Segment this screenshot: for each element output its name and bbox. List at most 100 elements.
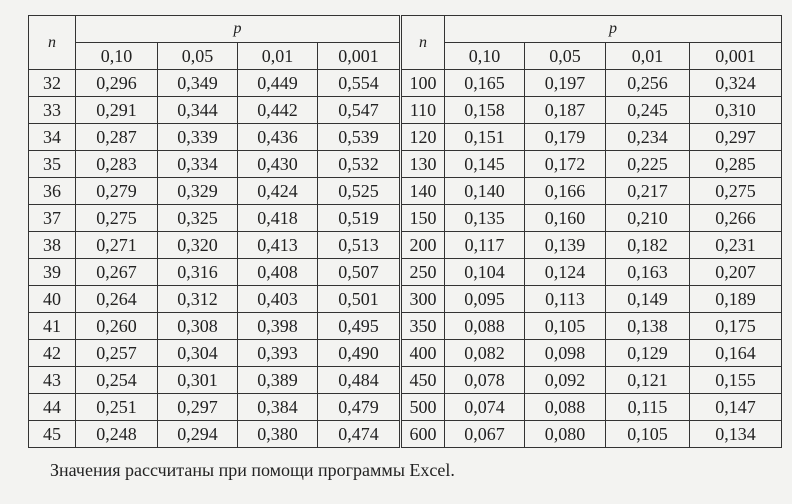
value-cell: 0,279: [75, 177, 158, 205]
n-cell: 120: [401, 123, 445, 151]
value-cell: 0,113: [524, 285, 606, 313]
data-row: 33 0,291 0,344 0,442 0,547: [28, 96, 400, 124]
value-cell: 0,155: [689, 366, 782, 394]
value-cell: 0,294: [157, 420, 238, 448]
n-cell: 40: [28, 285, 76, 313]
n-cell: 450: [401, 366, 445, 394]
value-cell: 0,134: [689, 420, 782, 448]
data-row: 500 0,074 0,088 0,115 0,147: [401, 393, 782, 421]
value-cell: 0,301: [157, 366, 238, 394]
data-row: 32 0,296 0,349 0,449 0,554: [28, 69, 400, 97]
value-cell: 0,287: [75, 123, 158, 151]
data-row: 41 0,260 0,308 0,398 0,495: [28, 312, 400, 340]
p-value: 0,001: [317, 42, 400, 70]
n-cell: 44: [28, 393, 76, 421]
data-row: 200 0,117 0,139 0,182 0,231: [401, 231, 782, 259]
value-cell: 0,225: [605, 150, 690, 178]
data-row: 600 0,067 0,080 0,105 0,134: [401, 420, 782, 448]
value-cell: 0,210: [605, 204, 690, 232]
value-cell: 0,115: [605, 393, 690, 421]
value-cell: 0,449: [237, 69, 318, 97]
value-cell: 0,296: [75, 69, 158, 97]
p-value: 0,05: [524, 42, 606, 70]
value-cell: 0,424: [237, 177, 318, 205]
value-cell: 0,304: [157, 339, 238, 367]
value-cell: 0,297: [689, 123, 782, 151]
header-row: 0,10 0,05 0,01 0,001: [402, 42, 782, 70]
n-cell: 300: [401, 285, 445, 313]
value-cell: 0,231: [689, 231, 782, 259]
n-cell: 43: [28, 366, 76, 394]
value-cell: 0,408: [237, 258, 318, 286]
p-value: 0,10: [444, 42, 525, 70]
n-cell: 39: [28, 258, 76, 286]
data-row: 40 0,264 0,312 0,403 0,501: [28, 285, 400, 313]
value-cell: 0,271: [75, 231, 158, 259]
p-value: 0,10: [75, 42, 158, 70]
value-cell: 0,525: [317, 177, 400, 205]
value-cell: 0,166: [524, 177, 606, 205]
value-cell: 0,479: [317, 393, 400, 421]
n-cell: 600: [401, 420, 445, 448]
value-cell: 0,245: [605, 96, 690, 124]
value-cell: 0,403: [237, 285, 318, 313]
p-header: p: [444, 15, 782, 43]
value-cell: 0,088: [444, 312, 525, 340]
value-cell: 0,124: [524, 258, 606, 286]
value-cell: 0,165: [444, 69, 525, 97]
p-value: 0,05: [157, 42, 238, 70]
value-cell: 0,267: [75, 258, 158, 286]
value-cell: 0,104: [444, 258, 525, 286]
value-cell: 0,248: [75, 420, 158, 448]
value-cell: 0,092: [524, 366, 606, 394]
value-cell: 0,182: [605, 231, 690, 259]
value-cell: 0,138: [605, 312, 690, 340]
n-cell: 400: [401, 339, 445, 367]
value-cell: 0,436: [237, 123, 318, 151]
value-cell: 0,187: [524, 96, 606, 124]
value-cell: 0,312: [157, 285, 238, 313]
value-cell: 0,067: [444, 420, 525, 448]
n-cell: 100: [401, 69, 445, 97]
value-cell: 0,217: [605, 177, 690, 205]
value-cell: 0,121: [605, 366, 690, 394]
value-cell: 0,140: [444, 177, 525, 205]
p-value: 0,01: [605, 42, 690, 70]
value-cell: 0,117: [444, 231, 525, 259]
value-cell: 0,257: [75, 339, 158, 367]
value-cell: 0,260: [75, 312, 158, 340]
value-cell: 0,349: [157, 69, 238, 97]
value-cell: 0,344: [157, 96, 238, 124]
value-cell: 0,285: [689, 150, 782, 178]
value-cell: 0,495: [317, 312, 400, 340]
n-cell: 110: [401, 96, 445, 124]
data-row: 44 0,251 0,297 0,384 0,479: [28, 393, 400, 421]
data-row: 110 0,158 0,187 0,245 0,310: [401, 96, 782, 124]
n-cell: 200: [401, 231, 445, 259]
value-cell: 0,275: [75, 204, 158, 232]
value-cell: 0,082: [444, 339, 525, 367]
value-cell: 0,539: [317, 123, 400, 151]
value-cell: 0,325: [157, 204, 238, 232]
p-header: p: [75, 15, 400, 43]
value-cell: 0,139: [524, 231, 606, 259]
value-cell: 0,334: [157, 150, 238, 178]
data-row: 150 0,135 0,160 0,210 0,266: [401, 204, 782, 232]
value-cell: 0,324: [689, 69, 782, 97]
value-cell: 0,135: [444, 204, 525, 232]
n-cell: 38: [28, 231, 76, 259]
value-cell: 0,442: [237, 96, 318, 124]
value-cell: 0,310: [689, 96, 782, 124]
data-row: 45 0,248 0,294 0,380 0,474: [28, 420, 400, 448]
value-cell: 0,105: [605, 420, 690, 448]
n-cell: 34: [28, 123, 76, 151]
data-row: 34 0,287 0,339 0,436 0,539: [28, 123, 400, 151]
value-cell: 0,256: [605, 69, 690, 97]
n-header: n: [401, 15, 445, 70]
data-row: 120 0,151 0,179 0,234 0,297: [401, 123, 782, 151]
data-row: 35 0,283 0,334 0,430 0,532: [28, 150, 400, 178]
n-cell: 500: [401, 393, 445, 421]
